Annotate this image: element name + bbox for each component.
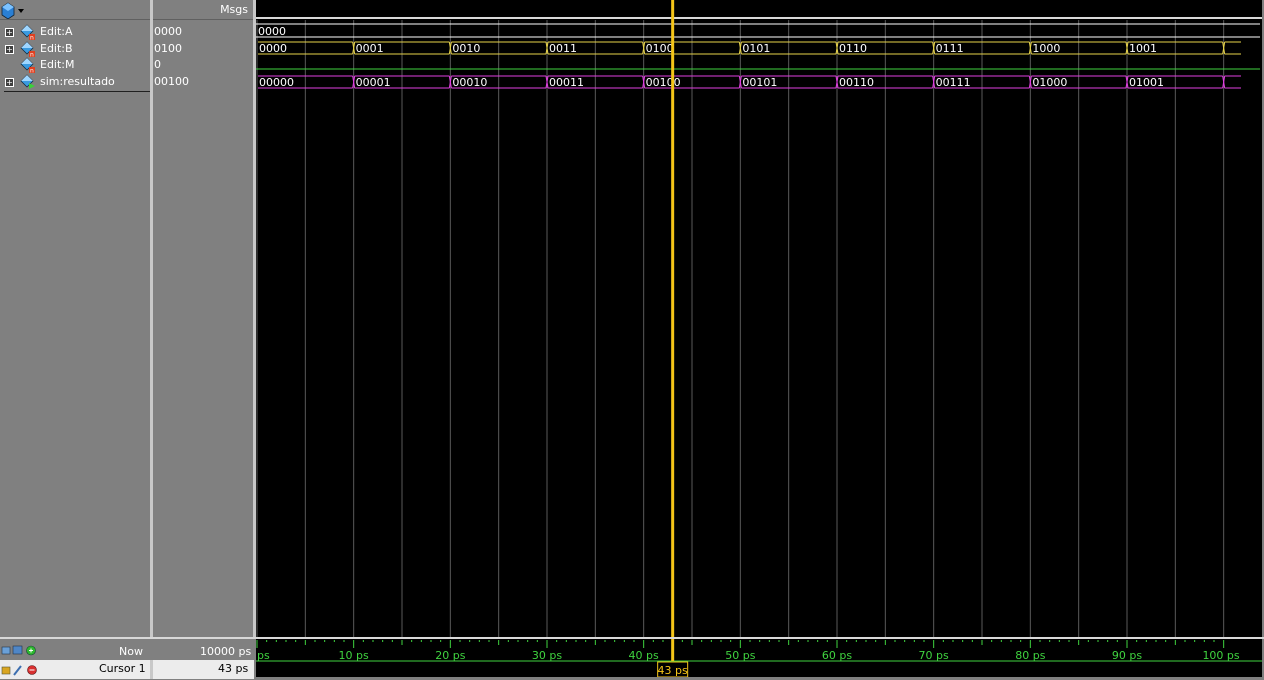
resultado-transition — [352, 75, 356, 89]
ruler-tick-label: 90 ps — [1112, 649, 1142, 662]
now-value: 10000 ps — [200, 645, 252, 658]
signal-name: sim:resultado — [40, 75, 115, 88]
signal-values-pane: Msgs 0000 0100 0 00100 — [153, 0, 254, 637]
ruler-tick-label: 70 ps — [919, 649, 949, 662]
edit-b-transition — [932, 41, 936, 55]
time-ruler[interactable]: ps 10 ps 20 ps 30 ps 40 ps 50 ps 60 ps 70 ps 80 … — [256, 639, 1262, 678]
waveform-pane[interactable]: 0000 0000 0001 0010 0011 0100 0101 0110 0111 1000… — [256, 0, 1262, 637]
values-header: Msgs — [153, 0, 254, 20]
resultado-transition — [932, 75, 936, 89]
toolbar-icons-now[interactable] — [1, 644, 41, 658]
edit-b-value-label: 0100 — [646, 42, 674, 55]
cursor-1-readout: 43 ps — [658, 664, 688, 677]
ruler-tick-label: 60 ps — [822, 649, 852, 662]
resultado-transition — [738, 75, 742, 89]
edit-b-transition — [835, 41, 839, 55]
signal-row[interactable]: + sim:resultado — [0, 74, 150, 90]
signal-value: 0100 — [154, 42, 182, 55]
svg-text:n: n — [30, 52, 34, 58]
edit-b-value-label: 0111 — [936, 42, 964, 55]
resultado-value-label: 01000 — [1032, 76, 1067, 89]
status-splitter — [150, 660, 153, 679]
msgs-label: Msgs — [220, 3, 248, 16]
ruler-tick-label: 40 ps — [629, 649, 659, 662]
edit-b-value-label: 0011 — [549, 42, 577, 55]
edit-b-value-label: 1001 — [1129, 42, 1157, 55]
resultado-value-label: 00101 — [742, 76, 777, 89]
signal-name: Edit:M — [40, 58, 75, 71]
resultado-transition — [642, 75, 646, 89]
signal-name: Edit:B — [40, 42, 73, 55]
resultado-transition — [835, 75, 839, 89]
input-signal-icon: n — [20, 57, 35, 74]
edit-b-transition — [448, 41, 452, 55]
ruler-tick-label: 80 ps — [1015, 649, 1045, 662]
svg-text:n: n — [30, 68, 34, 74]
signal-row[interactable]: + n Edit:B — [0, 41, 150, 57]
resultado-transition — [1125, 75, 1129, 89]
resultado-value-label: 00110 — [839, 76, 874, 89]
cursor-value: 43 ps — [218, 662, 249, 675]
expand-toggle-icon[interactable]: + — [5, 78, 14, 87]
cursor-row: Cursor 1 43 ps — [0, 660, 254, 679]
edit-b-value-label: 0010 — [452, 42, 480, 55]
signal-row[interactable]: + n Edit:A — [0, 24, 150, 40]
time-ruler-canvas: ps 10 ps 20 ps 30 ps 40 ps 50 ps 60 ps 70 ps 80 … — [256, 639, 1262, 678]
resultado-transition — [1222, 75, 1226, 89]
edit-b-value-label: 0000 — [259, 42, 287, 55]
edit-b-transition — [1222, 41, 1226, 55]
ruler-tick-label: 50 ps — [725, 649, 755, 662]
edit-b-transition — [1125, 41, 1129, 55]
resultado-value-label: 00100 — [646, 76, 681, 89]
pane-splitter-2[interactable] — [253, 0, 256, 677]
resultado-transition — [545, 75, 549, 89]
resultado-transition — [448, 75, 452, 89]
resultado-value-label: 00000 — [259, 76, 294, 89]
signal-row[interactable]: n Edit:M — [0, 57, 150, 73]
cursor-1-ruler-line — [671, 639, 675, 661]
signal-names-pane: + n Edit:A + n Edit:B n Edit:M + sim:resultado — [0, 0, 248, 637]
now-label: Now — [119, 645, 143, 658]
edit-b-transition — [738, 41, 742, 55]
resultado-transition — [1028, 75, 1032, 89]
signal-name: Edit:A — [40, 25, 73, 38]
ruler-tick-label: 20 ps — [435, 649, 465, 662]
ruler-tick-label: ps — [257, 649, 270, 662]
signal-value: 0 — [154, 58, 161, 71]
edit-b-transition — [352, 41, 356, 55]
ruler-tick-label: 10 ps — [339, 649, 369, 662]
edit-b-transition — [642, 41, 646, 55]
resultado-value-label: 00010 — [452, 76, 487, 89]
input-signal-icon: n — [20, 24, 35, 41]
resultado-value-label: 01001 — [1129, 76, 1164, 89]
signal-value: 00100 — [154, 75, 189, 88]
expand-toggle-icon[interactable]: + — [5, 28, 14, 37]
output-signal-icon — [20, 74, 35, 89]
svg-text:n: n — [30, 35, 34, 41]
names-header — [0, 0, 150, 20]
cursor-1-line — [671, 0, 675, 637]
pane-splitter-1[interactable] — [150, 0, 153, 677]
input-signal-icon: n — [20, 41, 35, 58]
waveform-canvas[interactable]: 0000 0000 0001 0010 0011 0100 0101 0110 0111 1000… — [256, 0, 1262, 637]
wave-header — [256, 0, 1262, 19]
ruler-tick-label: 100 ps — [1202, 649, 1239, 662]
wave-window-menu-icon[interactable] — [0, 1, 28, 19]
edit-a-value-label: 0000 — [258, 25, 286, 38]
edit-b-value-label: 0001 — [356, 42, 384, 55]
resultado-value-label: 00011 — [549, 76, 584, 89]
signal-value: 0000 — [154, 25, 182, 38]
edit-b-value-label: 1000 — [1032, 42, 1060, 55]
resultado-value-label: 00001 — [356, 76, 391, 89]
edit-b-value-label: 0101 — [742, 42, 770, 55]
cursor-toolbar-icons[interactable] — [1, 663, 41, 677]
expand-toggle-icon[interactable]: + — [5, 45, 14, 54]
edit-b-value-label: 0110 — [839, 42, 867, 55]
cursor-name[interactable]: Cursor 1 — [99, 662, 146, 675]
ruler-tick-label: 30 ps — [532, 649, 562, 662]
resultado-value-label: 00111 — [936, 76, 971, 89]
edit-b-transition — [545, 41, 549, 55]
signal-list-separator — [4, 91, 248, 92]
edit-b-transition — [1028, 41, 1032, 55]
